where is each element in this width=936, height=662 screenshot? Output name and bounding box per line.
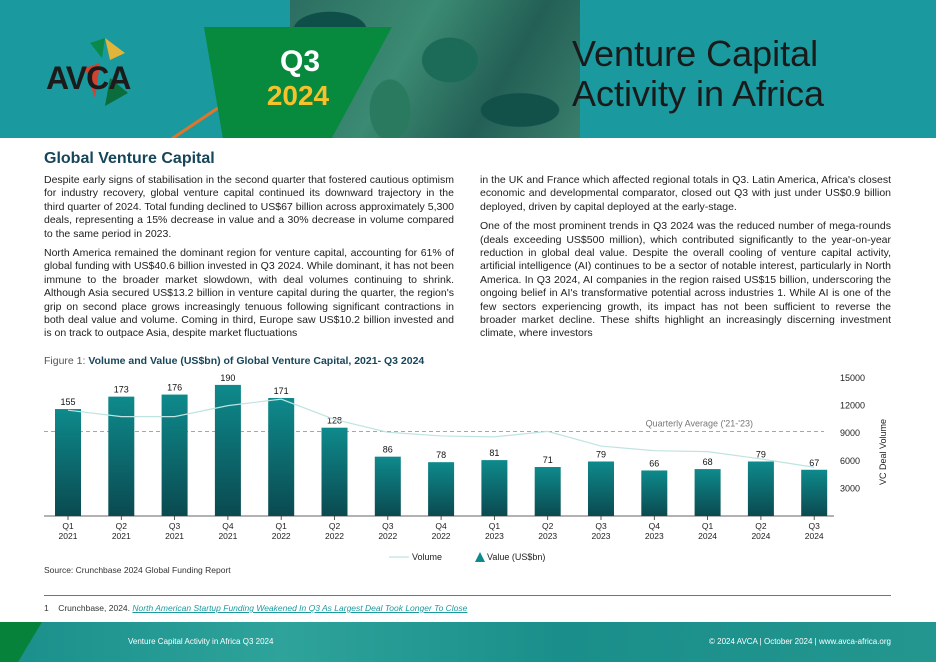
x-tick-label-year: 2022 xyxy=(325,531,344,541)
x-tick-label-year: 2021 xyxy=(59,531,78,541)
x-tick-label-quarter: Q2 xyxy=(329,521,341,531)
bar-q3-2023 xyxy=(588,461,614,516)
right-axis-tick-label: 6000 xyxy=(840,456,860,466)
paragraph: One of the most prominent trends in Q3 2… xyxy=(480,220,891,340)
title-line-2: Activity in Africa xyxy=(572,73,825,115)
bar-q4-2022 xyxy=(428,462,455,516)
bar-value-label: 155 xyxy=(60,397,75,407)
x-tick-label-quarter: Q3 xyxy=(809,521,821,531)
divider xyxy=(44,595,891,596)
footnote-link[interactable]: North American Startup Funding Weakened … xyxy=(132,603,468,613)
bar-value-label: 66 xyxy=(649,458,659,468)
x-tick-label-year: 2022 xyxy=(272,531,291,541)
bar-value-label: 78 xyxy=(436,450,446,460)
bar-q4-2021 xyxy=(214,384,241,516)
x-tick-label-quarter: Q2 xyxy=(542,521,554,531)
bar-value-label: 71 xyxy=(543,455,553,465)
volume-line xyxy=(67,398,815,468)
x-tick-label-quarter: Q4 xyxy=(435,521,447,531)
right-axis-tick-label: 3000 xyxy=(840,483,860,493)
x-tick-label-year: 2021 xyxy=(165,531,184,541)
bar-q1-2022 xyxy=(268,398,295,516)
paragraph: North America remained the dominant regi… xyxy=(44,247,454,340)
vc-chart: Quarterly Average ('21-'23)155Q12021173Q… xyxy=(44,373,888,562)
bar-q3-2022 xyxy=(374,456,401,516)
footer-bar: Venture Capital Activity in Africa Q3 20… xyxy=(0,622,936,662)
legend-volume-label: Volume xyxy=(412,552,442,562)
bar-q1-2023 xyxy=(481,460,508,516)
avca-logo: AVCA xyxy=(46,60,131,96)
bar-q2-2023 xyxy=(534,467,561,516)
bar-q4-2023 xyxy=(641,470,668,516)
body-column-right: in the UK and France which affected regi… xyxy=(480,174,891,347)
x-tick-label-year: 2024 xyxy=(805,531,824,541)
x-tick-label-quarter: Q4 xyxy=(222,521,234,531)
paragraph: Despite early signs of stabilisation in … xyxy=(44,174,454,240)
bar-q1-2021 xyxy=(55,409,81,516)
x-tick-label-year: 2024 xyxy=(751,531,770,541)
right-axis-label: VC Deal Volume xyxy=(878,419,888,485)
bar-value-label: 190 xyxy=(220,373,235,383)
x-tick-label-quarter: Q2 xyxy=(116,521,128,531)
body-column-left: Despite early signs of stabilisation in … xyxy=(44,174,454,347)
x-tick-label-quarter: Q1 xyxy=(489,521,501,531)
figure-title: Volume and Value (US$bn) of Global Ventu… xyxy=(88,355,425,367)
bar-q1-2024 xyxy=(694,469,721,516)
x-tick-label-year: 2022 xyxy=(432,531,451,541)
footer-title: Venture Capital Activity in Africa Q3 20… xyxy=(128,637,274,646)
bar-value-label: 176 xyxy=(167,383,182,393)
footnote-number: 1 xyxy=(44,603,49,613)
x-tick-label-quarter: Q1 xyxy=(62,521,74,531)
bar-value-label: 171 xyxy=(274,386,289,396)
right-axis-tick-label: 15000 xyxy=(840,373,865,383)
x-tick-label-quarter: Q4 xyxy=(649,521,661,531)
x-tick-label-quarter: Q1 xyxy=(276,521,288,531)
header-banner: AVCA Q3 2024 Venture Capital Activity in… xyxy=(0,0,936,138)
x-tick-label-quarter: Q1 xyxy=(702,521,714,531)
bar-value-label: 79 xyxy=(596,449,606,459)
bar-value-label: 68 xyxy=(703,457,713,467)
x-tick-label-quarter: Q2 xyxy=(755,521,767,531)
x-tick-label-year: 2023 xyxy=(538,531,557,541)
figure-caption: Figure 1: Volume and Value (US$bn) of Gl… xyxy=(44,355,424,367)
x-tick-label-year: 2021 xyxy=(112,531,131,541)
legend-value-label: Value (US$bn) xyxy=(487,552,545,562)
bar-q3-2024 xyxy=(801,469,828,516)
bar-value-label: 79 xyxy=(756,449,766,459)
x-tick-label-year: 2023 xyxy=(645,531,664,541)
chart-source: Source: Crunchbase 2024 Global Funding R… xyxy=(44,565,231,575)
quarter-label: Q3 xyxy=(279,45,321,78)
paragraph: in the UK and France which affected regi… xyxy=(480,174,891,213)
bar-q2-2022 xyxy=(321,427,348,516)
x-tick-label-year: 2021 xyxy=(218,531,237,541)
bar-q3-2021 xyxy=(161,394,188,516)
right-axis-tick-label: 12000 xyxy=(840,401,865,411)
x-tick-label-year: 2022 xyxy=(378,531,397,541)
footnote: 1 Crunchbase, 2024. North American Start… xyxy=(44,603,467,613)
bar-q2-2024 xyxy=(747,461,774,516)
bar-value-label: 86 xyxy=(383,445,393,455)
bar-value-label: 128 xyxy=(327,416,342,426)
bar-value-label: 67 xyxy=(809,458,819,468)
bar-value-label: 173 xyxy=(114,385,129,395)
x-tick-label-year: 2023 xyxy=(592,531,611,541)
x-tick-label-quarter: Q3 xyxy=(595,521,607,531)
figure-prefix: Figure 1: xyxy=(44,355,89,367)
footer-copyright: © 2024 AVCA | October 2024 | www.avca-af… xyxy=(709,637,891,646)
right-axis-tick-label: 9000 xyxy=(840,428,860,438)
reference-line-label: Quarterly Average ('21-'23) xyxy=(646,418,753,428)
year-label: 2024 xyxy=(266,80,330,111)
x-tick-label-quarter: Q3 xyxy=(169,521,181,531)
footnote-text: Crunchbase, 2024. xyxy=(58,603,131,613)
title-line-1: Venture Capital xyxy=(572,33,819,74)
x-tick-label-quarter: Q3 xyxy=(382,521,394,531)
bar-value-label: 81 xyxy=(489,448,499,458)
x-tick-label-year: 2024 xyxy=(698,531,717,541)
section-title: Global Venture Capital xyxy=(44,150,215,167)
avca-logo-icon xyxy=(85,38,128,106)
bar-q2-2021 xyxy=(108,396,135,516)
legend-value-swatch xyxy=(475,552,485,562)
report-title: Venture Capital Activity in Africa xyxy=(572,33,912,115)
x-tick-label-year: 2023 xyxy=(485,531,504,541)
